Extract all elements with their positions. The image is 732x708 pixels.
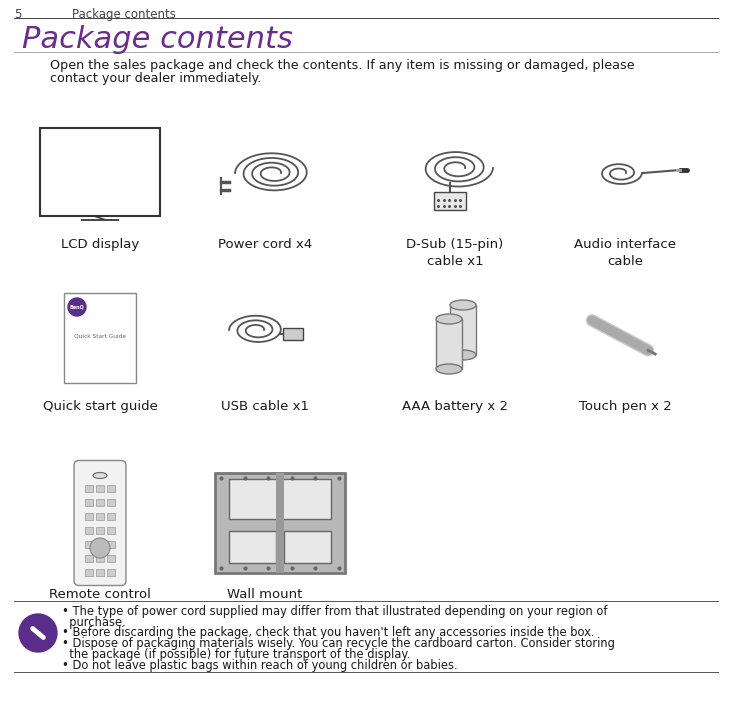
Bar <box>284 531 331 563</box>
Text: LCD display: LCD display <box>61 238 139 251</box>
Bar <box>85 498 93 506</box>
Bar <box>436 319 462 369</box>
Text: Audio interface
cable: Audio interface cable <box>574 238 676 268</box>
Text: Quick Start Guide: Quick Start Guide <box>74 333 126 338</box>
Bar <box>85 527 93 534</box>
Bar <box>64 293 136 383</box>
Bar <box>85 540 93 547</box>
Bar <box>96 484 104 491</box>
FancyBboxPatch shape <box>74 460 126 586</box>
Bar <box>40 128 160 216</box>
Bar <box>215 473 345 573</box>
Ellipse shape <box>436 364 462 374</box>
Circle shape <box>68 298 86 316</box>
Ellipse shape <box>436 314 462 324</box>
Bar <box>96 498 104 506</box>
Text: • The type of power cord supplied may differ from that illustrated depending on : • The type of power cord supplied may di… <box>62 605 608 618</box>
Bar <box>107 540 115 547</box>
Bar <box>85 554 93 561</box>
Bar <box>107 498 115 506</box>
Text: Package contents: Package contents <box>22 25 293 54</box>
Bar <box>96 540 104 547</box>
Text: purchase.: purchase. <box>62 616 126 629</box>
Bar <box>434 192 466 210</box>
Text: BenQ: BenQ <box>70 304 84 309</box>
Text: Wall mount: Wall mount <box>228 588 303 601</box>
Text: Power cord x4: Power cord x4 <box>218 238 312 251</box>
Text: • Before discarding the package, check that you haven't left any accessories ins: • Before discarding the package, check t… <box>62 626 594 639</box>
Ellipse shape <box>93 472 107 479</box>
Bar <box>96 554 104 561</box>
Bar <box>283 328 303 340</box>
Bar <box>107 513 115 520</box>
Bar <box>229 479 331 519</box>
Text: USB cable x1: USB cable x1 <box>221 400 309 413</box>
Bar <box>107 554 115 561</box>
Text: 5: 5 <box>14 8 21 21</box>
Text: Package contents: Package contents <box>72 8 176 21</box>
Text: • Do not leave plastic bags within reach of young children or babies.: • Do not leave plastic bags within reach… <box>62 659 458 672</box>
Bar <box>107 569 115 576</box>
Circle shape <box>19 614 57 652</box>
Bar <box>85 484 93 491</box>
Text: • Dispose of packaging materials wisely. You can recycle the cardboard carton. C: • Dispose of packaging materials wisely.… <box>62 637 615 650</box>
Text: Touch pen x 2: Touch pen x 2 <box>578 400 671 413</box>
Text: Quick start guide: Quick start guide <box>42 400 157 413</box>
Bar <box>96 513 104 520</box>
Bar <box>276 473 284 573</box>
Ellipse shape <box>450 350 476 360</box>
Ellipse shape <box>450 300 476 310</box>
Bar <box>96 527 104 534</box>
Bar <box>450 305 476 355</box>
Text: the package (if possible) for future transport of the display.: the package (if possible) for future tra… <box>62 648 410 661</box>
Bar <box>96 569 104 576</box>
Text: contact your dealer immediately.: contact your dealer immediately. <box>50 72 261 85</box>
Bar <box>107 484 115 491</box>
Text: Remote control: Remote control <box>49 588 151 601</box>
Text: D-Sub (15-pin)
cable x1: D-Sub (15-pin) cable x1 <box>406 238 504 268</box>
Bar <box>85 513 93 520</box>
Circle shape <box>90 538 110 558</box>
Bar <box>107 527 115 534</box>
Bar <box>85 569 93 576</box>
Bar <box>229 531 276 563</box>
Text: Open the sales package and check the contents. If any item is missing or damaged: Open the sales package and check the con… <box>50 59 635 72</box>
Text: AAA battery x 2: AAA battery x 2 <box>402 400 508 413</box>
